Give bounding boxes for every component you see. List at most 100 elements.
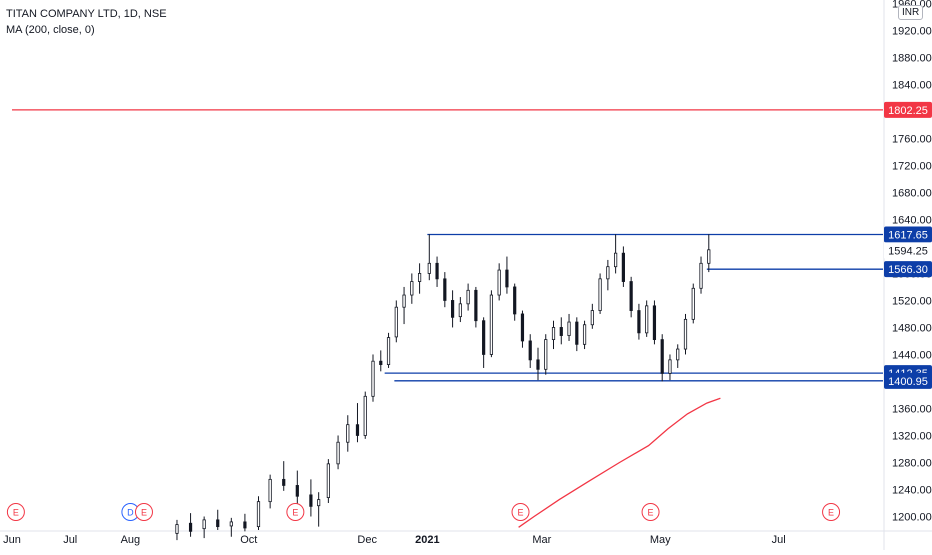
candle-body: [282, 478, 286, 486]
candle: [645, 300, 649, 337]
candle-body: [505, 269, 509, 288]
candle: [707, 234, 711, 273]
price-label[interactable]: 1566.30: [884, 261, 932, 278]
time-tick-label: Mar: [532, 534, 551, 546]
candle-body: [466, 289, 470, 305]
candle: [427, 234, 431, 281]
earnings-event-badge[interactable]: E: [286, 503, 305, 521]
candle-body: [637, 310, 641, 334]
price-label[interactable]: 1617.65: [884, 226, 932, 243]
earnings-event-badge[interactable]: E: [822, 503, 841, 521]
currency-badge[interactable]: INR: [898, 5, 924, 20]
candle: [652, 300, 657, 345]
price-label[interactable]: 1400.95: [884, 372, 932, 389]
candle: [621, 246, 625, 287]
earnings-event-badge[interactable]: E: [134, 503, 153, 521]
price-label-box: [884, 226, 932, 243]
candle: [567, 313, 571, 341]
candle: [458, 297, 462, 323]
event-badge-circle: [286, 503, 305, 521]
price-tick-label: 1480.00: [892, 322, 932, 334]
moving-average-line[interactable]: [518, 397, 721, 528]
candle: [482, 317, 486, 368]
price-tick-label: 1920.00: [892, 25, 932, 37]
price-tick-label: 1880.00: [892, 52, 932, 64]
event-badge-circle: [641, 503, 660, 521]
candle: [336, 435, 340, 470]
time-tick-label: Dec: [357, 534, 377, 546]
candle-body: [590, 310, 594, 326]
candle: [371, 354, 375, 402]
candle-body: [336, 441, 340, 465]
candle: [590, 303, 594, 329]
candle: [598, 273, 602, 314]
candle-body: [652, 305, 657, 341]
symbol-title[interactable]: TITAN COMPANY LTD, 1D, NSE: [6, 8, 167, 20]
candle-body: [559, 327, 563, 336]
earnings-event-badge[interactable]: E: [511, 503, 530, 521]
candle-body: [513, 286, 517, 315]
time-tick-label: Jul: [772, 534, 786, 546]
price-label-box: [884, 242, 932, 259]
event-badge-label: E: [292, 508, 298, 518]
candle: [637, 303, 641, 340]
price-tick-label: 1440.00: [892, 349, 932, 361]
candle-body: [575, 321, 579, 345]
candle-body: [295, 485, 299, 497]
price-axis[interactable]: 1200.00 1240.00 1280.00 1320.00 1360.00 1400.…: [884, 0, 932, 523]
candle: [202, 516, 206, 539]
candle-body: [497, 269, 501, 296]
candle: [450, 290, 455, 328]
candle-body: [326, 463, 330, 498]
price-label-text: 1566.30: [888, 264, 928, 276]
candle: [699, 256, 703, 294]
candle: [629, 276, 633, 318]
time-tick-label: Oct: [240, 534, 257, 546]
candles-layer: [175, 234, 711, 541]
price-label[interactable]: 1802.25: [884, 101, 932, 118]
candle-body: [363, 395, 367, 436]
price-label[interactable]: 1594.25: [884, 242, 932, 259]
candle: [394, 300, 398, 343]
candle-body: [243, 521, 247, 529]
price-tick-label: 1640.00: [892, 214, 932, 226]
price-label-text: 1400.95: [888, 376, 928, 388]
time-axis[interactable]: Jun Jul Aug Oct Dec 2021 Mar May Jul: [3, 534, 786, 546]
price-tick-label: 1320.00: [892, 430, 932, 442]
candle-body: [268, 478, 272, 503]
candle: [268, 474, 272, 509]
candle: [309, 479, 313, 517]
candle: [243, 513, 247, 532]
time-tick-label: Jul: [63, 534, 77, 546]
candle-body: [567, 321, 571, 336]
candle-body: [443, 278, 447, 301]
candle-body: [346, 424, 350, 443]
candle-body: [660, 339, 664, 374]
indicator-label[interactable]: MA (200, close, 0): [6, 24, 95, 36]
earnings-event-badge[interactable]: E: [6, 503, 25, 521]
earnings-event-badge[interactable]: E: [641, 503, 660, 521]
candle-body: [668, 359, 672, 374]
candle-body: [482, 320, 486, 355]
candle-body: [614, 252, 618, 268]
candle: [497, 263, 501, 301]
chart-legend: TITAN COMPANY LTD, 1D, NSE MA (200, clos…: [6, 6, 167, 38]
candle-body: [629, 281, 633, 311]
candle: [474, 286, 478, 328]
price-tick-label: 1360.00: [892, 403, 932, 415]
candle: [676, 344, 680, 368]
candle-body: [474, 289, 478, 322]
candle: [282, 461, 286, 491]
candle-body: [520, 313, 525, 342]
candle: [326, 459, 330, 503]
candle: [435, 256, 439, 287]
candle-body: [691, 287, 695, 320]
candle-body: [216, 519, 220, 528]
price-tick-label: 1240.00: [892, 484, 932, 496]
candle: [544, 334, 548, 375]
candle: [536, 347, 540, 381]
candle-body: [427, 262, 431, 274]
